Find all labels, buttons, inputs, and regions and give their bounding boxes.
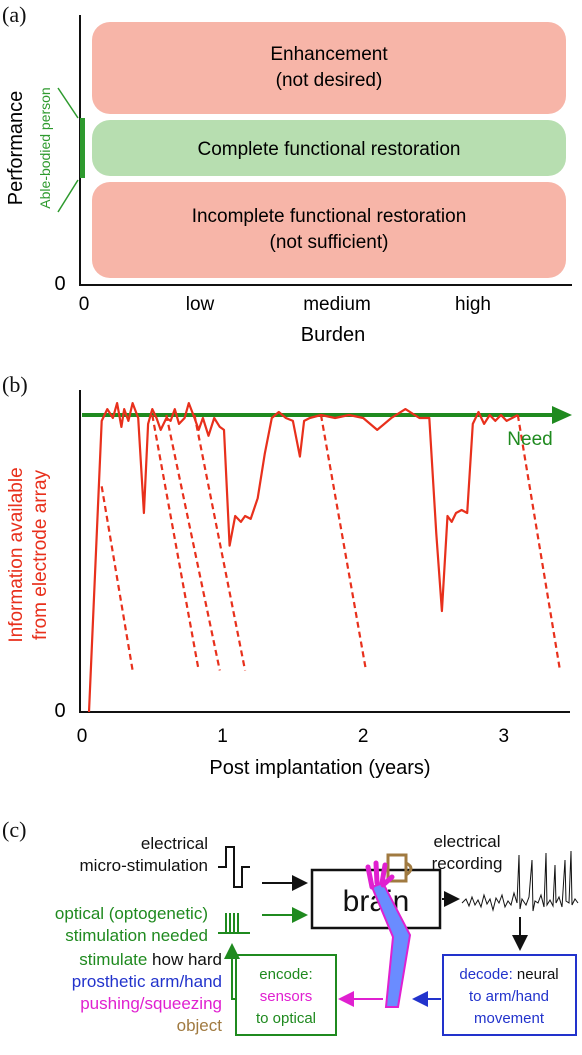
zone-incomplete-line1: Incomplete functional restoration (192, 206, 467, 227)
zone-incomplete-restoration (92, 182, 566, 278)
decode-line2: to arm/hand (469, 988, 549, 1005)
panel-c: (c) electrical micro-stimulation optical… (0, 815, 582, 1050)
legend-line3: pushing/squeezing (80, 994, 222, 1013)
need-label: Need (507, 429, 552, 450)
series-line-information (87, 402, 519, 713)
optical-line2: stimulation needed (65, 926, 208, 945)
legend-line1: stimulate how hard (79, 950, 222, 969)
x-axis-label: Burden (301, 324, 366, 346)
dashed-decline-0 (100, 486, 134, 671)
zone-complete-label: Complete functional restoration (198, 139, 461, 160)
prosthetic-arm-icon (365, 853, 413, 1008)
chart-y-label-line1: Information available (6, 467, 27, 642)
optical-line1: optical (optogenetic) (55, 904, 208, 923)
x-tick-medium: medium (303, 294, 371, 315)
zone-enhancement-line2: (not desired) (276, 70, 383, 91)
panel-label-c: (c) (2, 817, 27, 842)
neural-recording-trace (461, 850, 579, 912)
information-chart: Need 0 0 1 2 3 Post implantation (years) In… (6, 390, 572, 779)
y-zero-label: 0 (54, 273, 65, 295)
biphasic-pulse-icon (218, 846, 250, 888)
x-tick-0: 0 (79, 294, 90, 315)
arrow-encode-to-stim (224, 943, 240, 1000)
pulse-train-icon (218, 913, 250, 934)
dashed-decline-2 (165, 414, 221, 671)
decode-line3: movement (474, 1010, 545, 1027)
x-tick-low: low (186, 294, 215, 315)
electrical-stim-line2: micro-stimulation (80, 856, 208, 875)
electrical-stim-line1: electrical (141, 834, 208, 853)
encode-box (235, 954, 337, 1036)
dashed-decline-5 (516, 414, 562, 671)
chart-x-tick-1: 1 (217, 726, 228, 747)
panel-b: (b) Need 0 0 1 2 3 Post implantation (years… (0, 370, 582, 790)
recording-line2: recording (432, 854, 503, 873)
decode-line1: decode: neural (459, 966, 558, 983)
able-bodied-label: Able-bodied person (37, 87, 53, 208)
zone-complete-restoration (92, 120, 566, 176)
chart-y-zero: 0 (54, 700, 65, 722)
able-bodied-bracket-top (57, 87, 79, 119)
encode-line3: to optical (256, 1010, 316, 1027)
legend-line2: prosthetic arm/hand (72, 972, 222, 991)
y-axis-label: Performance (5, 91, 27, 206)
panel-label-b: (b) (2, 372, 28, 397)
chart-y-label-line2: from electrode array (30, 470, 51, 641)
object-cup-icon (386, 853, 408, 883)
zone-enhancement (92, 22, 566, 114)
encode-line1: encode: (259, 966, 312, 983)
panel-label-a: (a) (2, 2, 27, 27)
x-tick-high: high (455, 294, 491, 315)
zone-enhancement-line1: Enhancement (270, 44, 388, 65)
dashed-decline-1 (151, 414, 200, 671)
decode-box (442, 954, 577, 1036)
chart-x-axis-label: Post implantation (years) (209, 757, 430, 779)
legend-line4: object (177, 1016, 223, 1035)
panel-a: (a) Enhancement (not desired) Complete f… (0, 0, 582, 360)
able-bodied-bar (80, 118, 85, 178)
chart-x-tick-3: 3 (498, 726, 509, 747)
dashed-decline-4 (319, 414, 368, 671)
need-arrowhead (552, 406, 572, 424)
recording-line1: electrical (433, 832, 500, 851)
closed-loop-diagram: electrical micro-stimulation optical (op… (55, 832, 579, 1036)
zone-incomplete-line2: (not sufficient) (270, 232, 389, 253)
encode-line2: sensors (260, 988, 313, 1005)
chart-x-tick-2: 2 (358, 726, 369, 747)
dashed-decline-3 (193, 414, 247, 671)
performance-burden-diagram: Enhancement (not desired) Complete funct… (5, 15, 572, 346)
chart-x-tick-0: 0 (77, 726, 88, 747)
able-bodied-bracket-bottom (57, 179, 79, 213)
